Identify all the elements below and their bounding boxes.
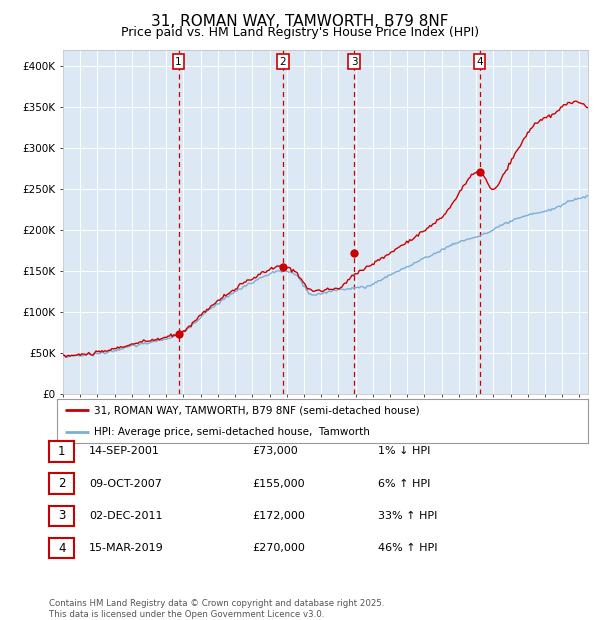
- Text: £73,000: £73,000: [252, 446, 298, 456]
- Text: HPI: Average price, semi-detached house,  Tamworth: HPI: Average price, semi-detached house,…: [94, 427, 370, 436]
- Text: 4: 4: [58, 542, 65, 554]
- Text: 46% ↑ HPI: 46% ↑ HPI: [378, 543, 437, 553]
- Text: 2: 2: [280, 57, 286, 67]
- Text: 3: 3: [351, 57, 358, 67]
- Text: 31, ROMAN WAY, TAMWORTH, B79 8NF: 31, ROMAN WAY, TAMWORTH, B79 8NF: [151, 14, 449, 29]
- Text: £172,000: £172,000: [252, 511, 305, 521]
- Text: Contains HM Land Registry data © Crown copyright and database right 2025.
This d: Contains HM Land Registry data © Crown c…: [49, 600, 385, 619]
- Text: 33% ↑ HPI: 33% ↑ HPI: [378, 511, 437, 521]
- Text: 4: 4: [476, 57, 483, 67]
- Text: 31, ROMAN WAY, TAMWORTH, B79 8NF (semi-detached house): 31, ROMAN WAY, TAMWORTH, B79 8NF (semi-d…: [94, 405, 420, 415]
- Text: 14-SEP-2001: 14-SEP-2001: [89, 446, 160, 456]
- Text: Price paid vs. HM Land Registry's House Price Index (HPI): Price paid vs. HM Land Registry's House …: [121, 26, 479, 39]
- Text: 09-OCT-2007: 09-OCT-2007: [89, 479, 161, 489]
- Text: 02-DEC-2011: 02-DEC-2011: [89, 511, 162, 521]
- Text: 2: 2: [58, 477, 65, 490]
- Text: 6% ↑ HPI: 6% ↑ HPI: [378, 479, 430, 489]
- Text: £270,000: £270,000: [252, 543, 305, 553]
- Text: 3: 3: [58, 510, 65, 522]
- Text: £155,000: £155,000: [252, 479, 305, 489]
- Text: 1: 1: [175, 57, 182, 67]
- Text: 1% ↓ HPI: 1% ↓ HPI: [378, 446, 430, 456]
- Text: 15-MAR-2019: 15-MAR-2019: [89, 543, 164, 553]
- Text: 1: 1: [58, 445, 65, 458]
